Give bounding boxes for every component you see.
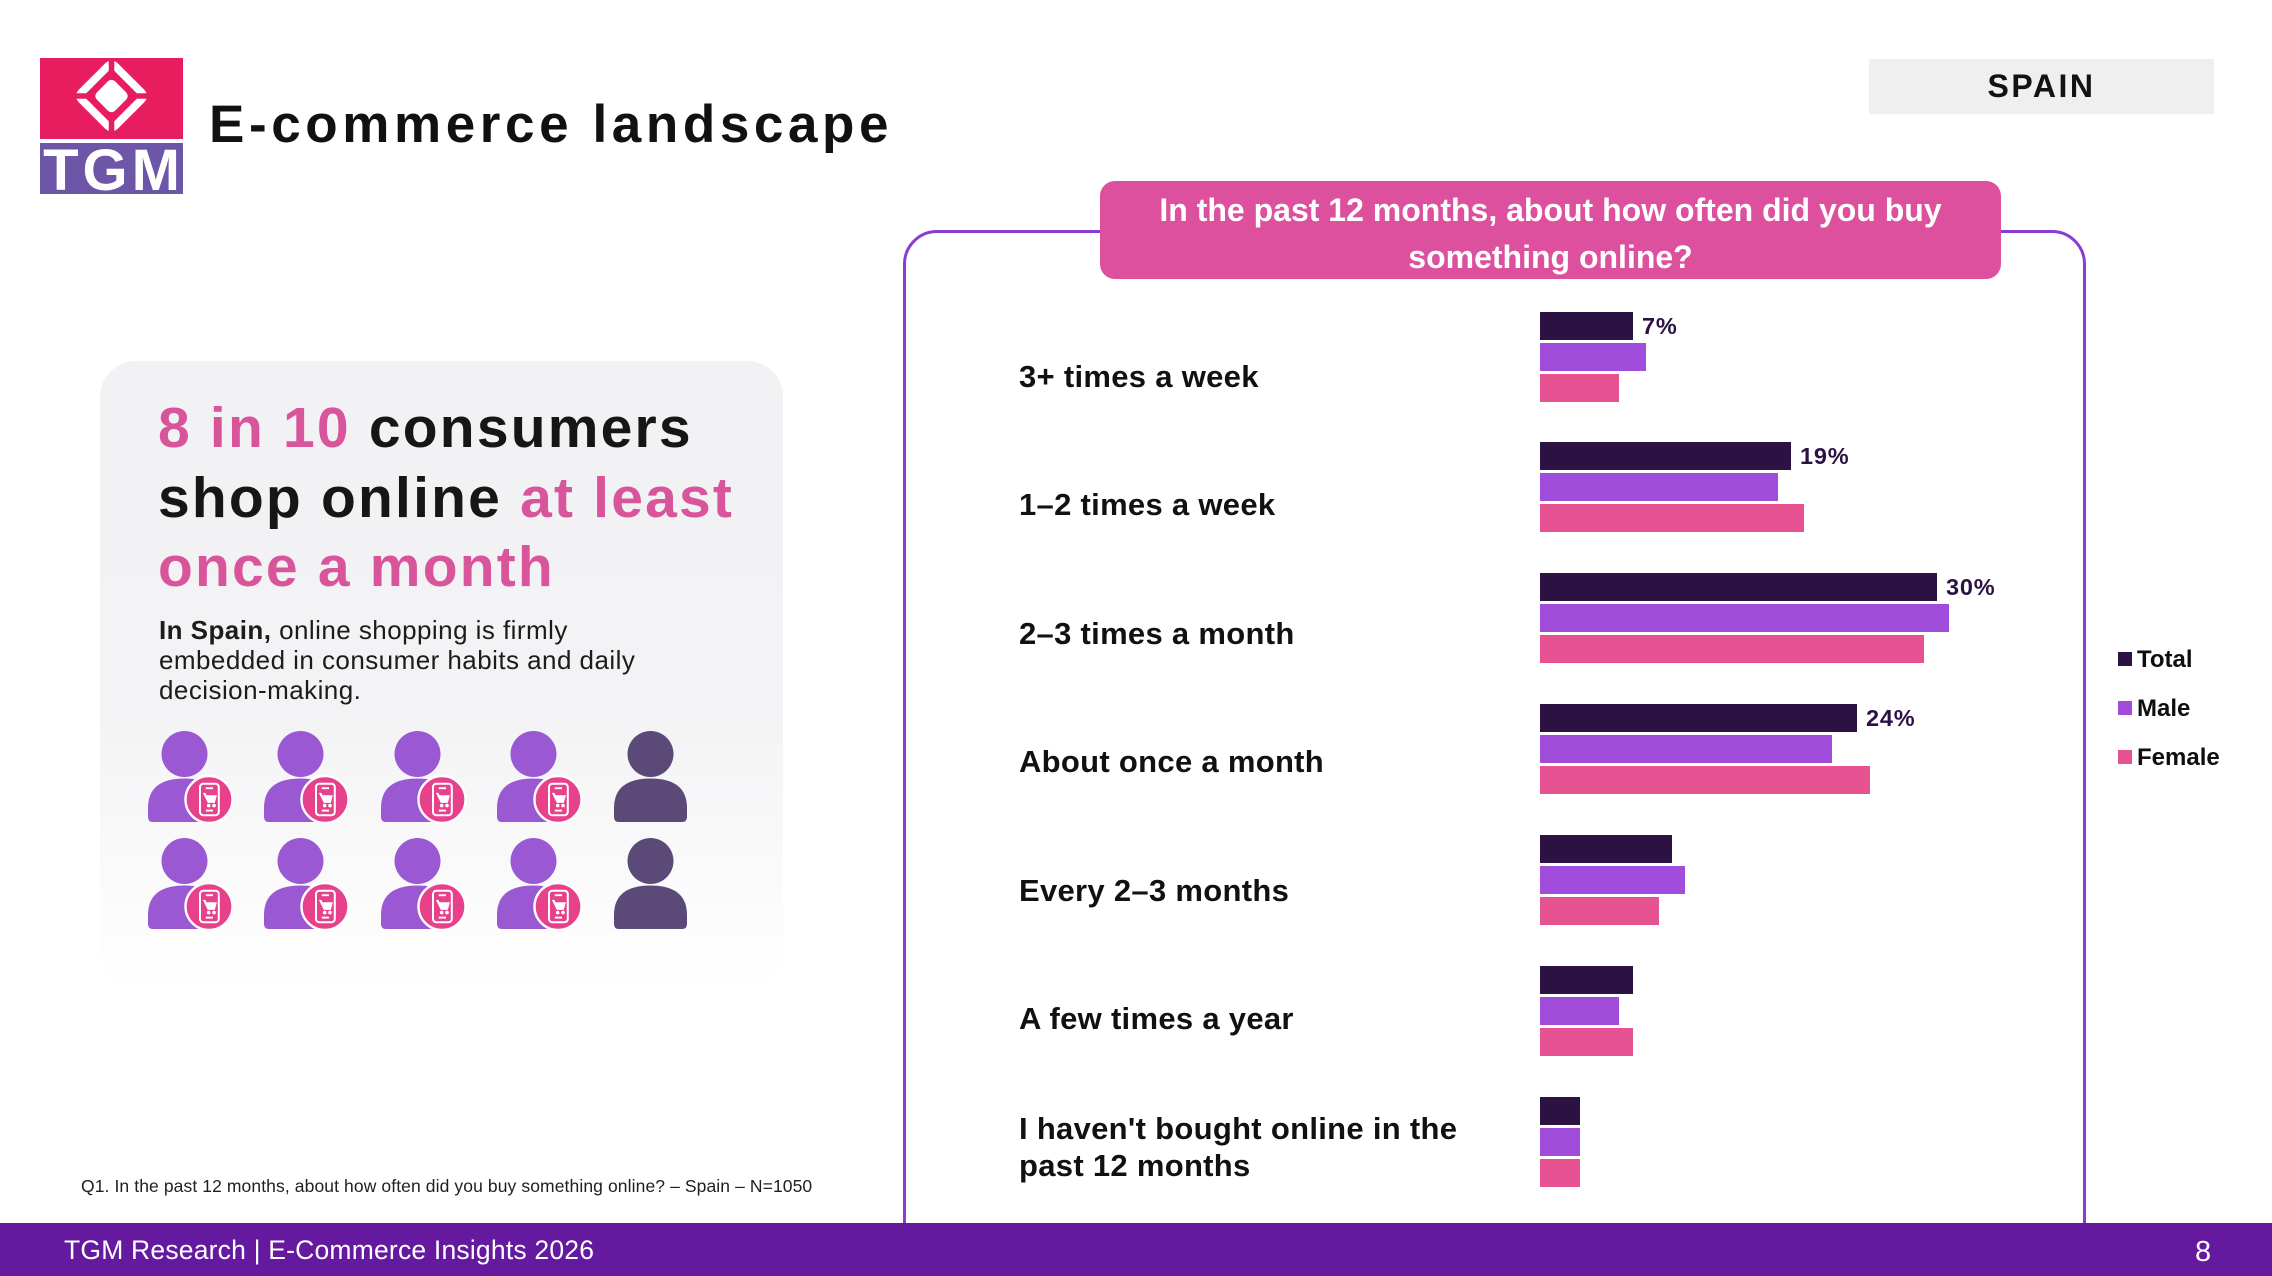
svg-text:TGM: TGM: [43, 138, 183, 194]
